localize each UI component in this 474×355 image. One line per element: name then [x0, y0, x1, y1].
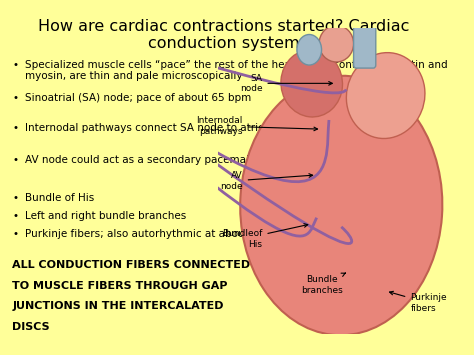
Text: •: •: [12, 93, 18, 103]
Text: •: •: [12, 123, 18, 133]
Text: AV node could act as a secondary pacemaker; autorhythmic at about 55 bpm: AV node could act as a secondary pacemak…: [26, 155, 430, 165]
Text: JUNCTIONS IN THE INTERCALATED: JUNCTIONS IN THE INTERCALATED: [12, 301, 224, 311]
Text: Internodal pathways connect SA node to atrioventricular (AV) node: Internodal pathways connect SA node to a…: [26, 123, 376, 133]
Text: •: •: [12, 155, 18, 165]
Text: AV
node: AV node: [220, 171, 313, 191]
FancyBboxPatch shape: [354, 19, 376, 68]
Text: SA
node: SA node: [240, 73, 332, 93]
Text: Specialized muscle cells “pace” the rest of the heart; cells contain less actin : Specialized muscle cells “pace” the rest…: [26, 60, 448, 81]
Text: •: •: [12, 193, 18, 203]
Text: •: •: [12, 211, 18, 221]
Text: DISCS: DISCS: [12, 322, 50, 332]
Text: ALL CONDUCTION FIBERS CONNECTED: ALL CONDUCTION FIBERS CONNECTED: [12, 260, 250, 270]
Text: Bundle of His: Bundle of His: [26, 193, 95, 203]
Ellipse shape: [346, 53, 425, 138]
Text: Bundle
branches: Bundle branches: [301, 273, 346, 295]
Ellipse shape: [319, 25, 354, 62]
Ellipse shape: [297, 34, 321, 65]
Text: Sinoatrial (SA) node; pace of about 65 bpm: Sinoatrial (SA) node; pace of about 65 b…: [26, 93, 252, 103]
Text: Bundleof
His: Bundleof His: [222, 224, 308, 249]
Text: •: •: [12, 229, 18, 239]
Text: Internodal
pathways: Internodal pathways: [196, 116, 318, 136]
Text: Left and right bundle branches: Left and right bundle branches: [26, 211, 187, 221]
Text: TO MUSCLE FIBERS THROUGH GAP: TO MUSCLE FIBERS THROUGH GAP: [12, 281, 228, 291]
Ellipse shape: [240, 76, 442, 335]
Text: •: •: [12, 60, 18, 70]
Text: Purkinje fibers; also autorhythmic at about 45 bpm: Purkinje fibers; also autorhythmic at ab…: [26, 229, 292, 239]
Ellipse shape: [281, 50, 343, 117]
Text: How are cardiac contractions started? Cardiac conduction system: How are cardiac contractions started? Ca…: [38, 19, 409, 51]
Text: Purkinje
fibers: Purkinje fibers: [390, 291, 447, 313]
